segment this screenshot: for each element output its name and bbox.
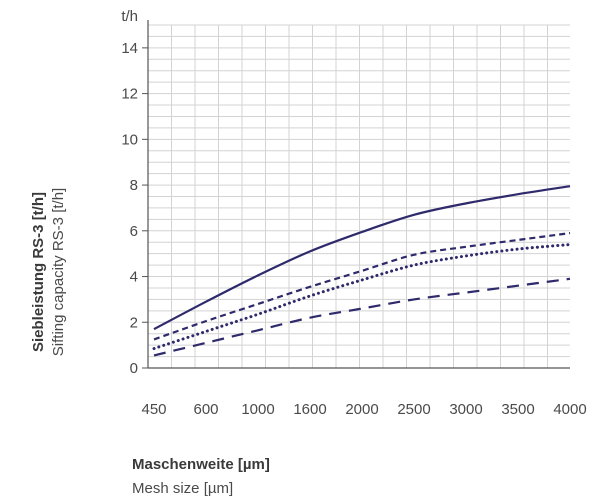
y-unit-label: t/h xyxy=(121,8,138,25)
y-axis-subtitle: Sifting capacity RS-3 [t/h] xyxy=(50,188,67,356)
y-tick-label: 4 xyxy=(130,269,138,286)
x-tick-label: 2500 xyxy=(397,401,430,418)
y-tick-label: 0 xyxy=(130,360,138,377)
series-line-short-dash xyxy=(153,231,571,341)
grid xyxy=(148,24,570,369)
y-tick-label: 14 xyxy=(121,40,138,57)
y-tick-label: 10 xyxy=(121,131,138,148)
x-axis-subtitle: Mesh size [µm] xyxy=(132,480,234,497)
y-tick-label: 2 xyxy=(130,314,138,331)
x-tick-label: 1000 xyxy=(241,401,274,418)
axes xyxy=(142,20,570,369)
x-tick-label: 450 xyxy=(141,401,166,418)
x-tick-label: 2000 xyxy=(345,401,378,418)
series-lines xyxy=(152,185,572,357)
y-tick-labels: 0 2 4 6 8 10 12 14 xyxy=(121,40,138,377)
series-line-dotted xyxy=(152,243,572,351)
series-line-solid xyxy=(153,185,571,331)
y-axis-title: Siebleistung RS-3 [t/h] xyxy=(30,192,47,352)
x-tick-label: 4000 xyxy=(553,401,586,418)
y-tick-label: 12 xyxy=(121,86,138,103)
x-tick-label: 3000 xyxy=(449,401,482,418)
y-tick-label: 8 xyxy=(130,177,138,194)
x-tick-label: 3500 xyxy=(501,401,534,418)
y-tick-label: 6 xyxy=(130,223,138,240)
series-line-long-dash xyxy=(153,277,571,357)
x-axis-title: Maschenweite [µm] xyxy=(132,456,270,473)
x-tick-label: 1600 xyxy=(293,401,326,418)
x-tick-labels: 450 600 1000 1600 2000 2500 3000 3500 4000 xyxy=(141,401,586,418)
x-tick-label: 600 xyxy=(193,401,218,418)
